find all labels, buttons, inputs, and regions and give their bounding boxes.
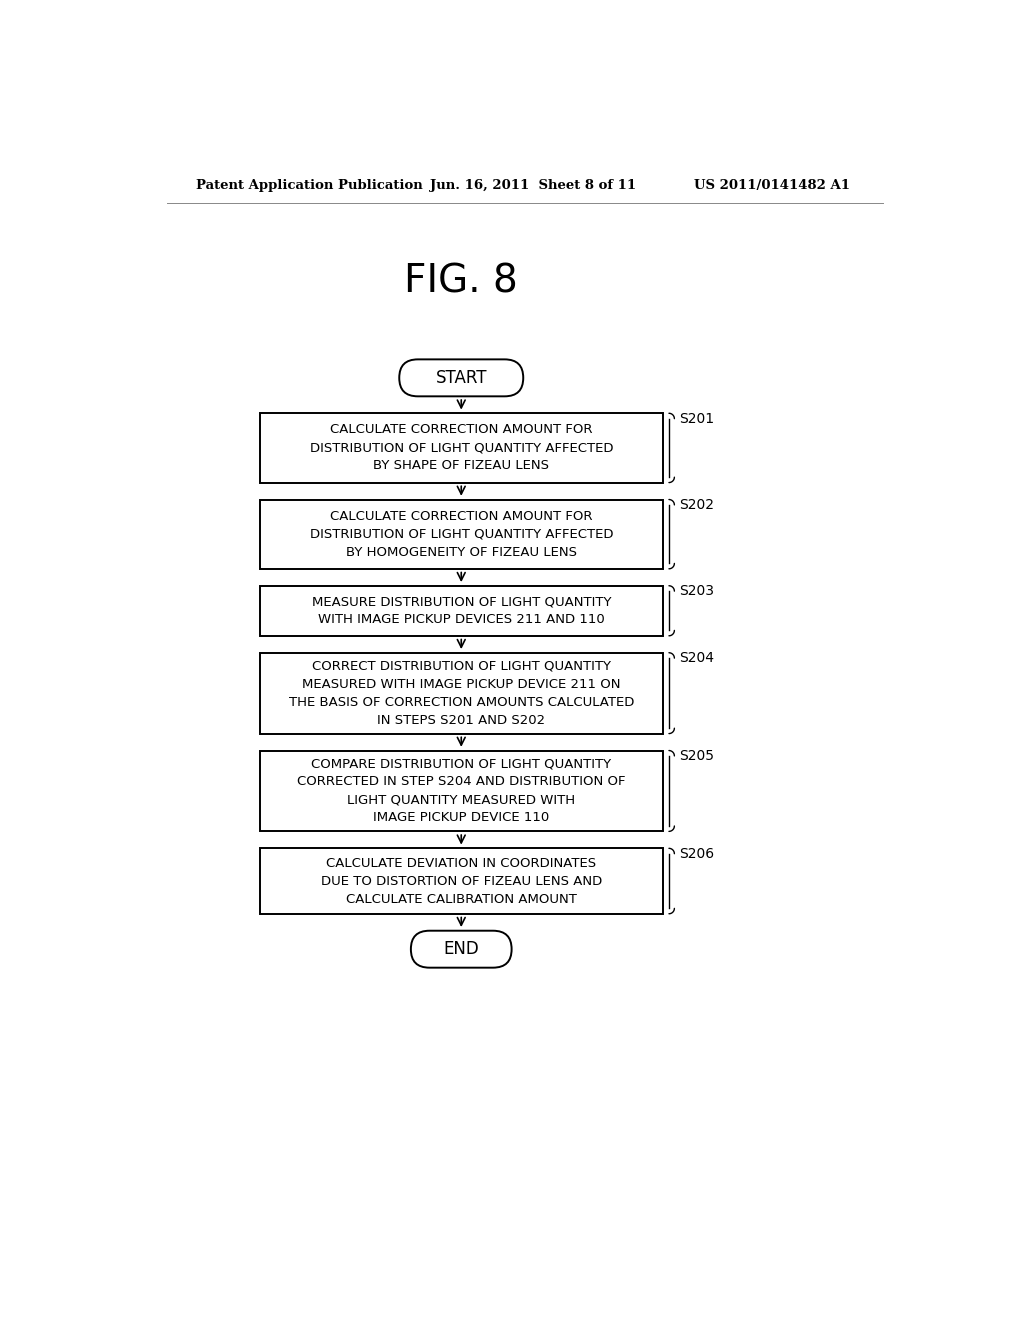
Text: CORRECT DISTRIBUTION OF LIGHT QUANTITY
MEASURED WITH IMAGE PICKUP DEVICE 211 ON
: CORRECT DISTRIBUTION OF LIGHT QUANTITY M…	[289, 660, 634, 727]
Text: END: END	[443, 940, 479, 958]
FancyBboxPatch shape	[411, 931, 512, 968]
Text: S206: S206	[679, 847, 714, 861]
Text: S201: S201	[679, 412, 714, 426]
Text: S204: S204	[679, 651, 714, 665]
Bar	[260, 586, 663, 636]
Text: Patent Application Publication: Patent Application Publication	[197, 178, 423, 191]
Text: S203: S203	[679, 585, 714, 598]
Text: US 2011/0141482 A1: US 2011/0141482 A1	[693, 178, 850, 191]
Text: MEASURE DISTRIBUTION OF LIGHT QUANTITY
WITH IMAGE PICKUP DEVICES 211 AND 110: MEASURE DISTRIBUTION OF LIGHT QUANTITY W…	[311, 595, 611, 626]
Bar	[260, 751, 663, 832]
Bar	[260, 499, 663, 569]
Text: COMPARE DISTRIBUTION OF LIGHT QUANTITY
CORRECTED IN STEP S204 AND DISTRIBUTION O: COMPARE DISTRIBUTION OF LIGHT QUANTITY C…	[297, 758, 626, 825]
Text: START: START	[435, 368, 487, 387]
Bar	[260, 413, 663, 483]
Text: CALCULATE CORRECTION AMOUNT FOR
DISTRIBUTION OF LIGHT QUANTITY AFFECTED
BY HOMOG: CALCULATE CORRECTION AMOUNT FOR DISTRIBU…	[309, 510, 613, 558]
Bar	[260, 849, 663, 913]
Text: S202: S202	[679, 498, 714, 512]
FancyBboxPatch shape	[399, 359, 523, 396]
Text: S205: S205	[679, 748, 714, 763]
Bar	[260, 653, 663, 734]
Text: CALCULATE CORRECTION AMOUNT FOR
DISTRIBUTION OF LIGHT QUANTITY AFFECTED
BY SHAPE: CALCULATE CORRECTION AMOUNT FOR DISTRIBU…	[309, 424, 613, 473]
Text: Jun. 16, 2011  Sheet 8 of 11: Jun. 16, 2011 Sheet 8 of 11	[430, 178, 636, 191]
Text: CALCULATE DEVIATION IN COORDINATES
DUE TO DISTORTION OF FIZEAU LENS AND
CALCULAT: CALCULATE DEVIATION IN COORDINATES DUE T…	[321, 857, 602, 906]
Text: FIG. 8: FIG. 8	[404, 263, 518, 301]
